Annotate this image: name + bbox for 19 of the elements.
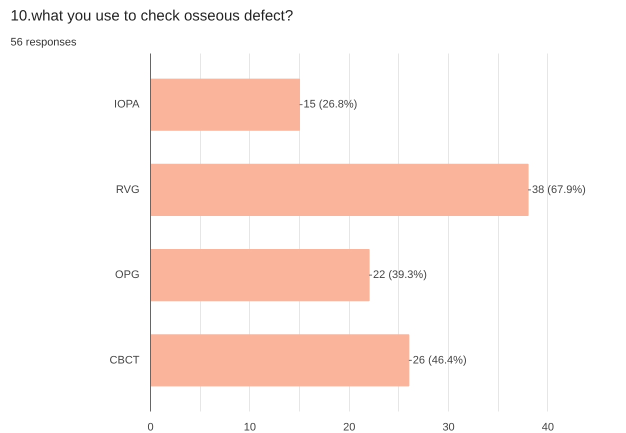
x-tick-label: 40 [542, 422, 554, 433]
x-tick-label: 20 [343, 422, 356, 433]
bar [150, 164, 529, 216]
y-tick-label: CBCT [110, 354, 140, 366]
bar [150, 249, 370, 302]
y-tick-label: OPG [115, 269, 140, 282]
data-label: 26 (46.4%) [412, 354, 467, 366]
bar [150, 334, 410, 386]
data-label: 38 (67.9%) [532, 184, 586, 196]
chart-title: 10.what you use to check osseous defect? [10, 8, 294, 24]
bar [150, 78, 300, 131]
data-label: 15 (26.8%) [304, 98, 358, 111]
data-label: 22 (39.3%) [373, 269, 427, 282]
y-tick-label: RVG [116, 184, 140, 196]
text: 56 responses [10, 36, 78, 48]
x-tick-label: 10 [244, 422, 256, 433]
x-tick-label: 0 [147, 422, 154, 433]
x-tick-label: 30 [442, 422, 455, 433]
y-tick-label: IOPA [114, 98, 140, 111]
